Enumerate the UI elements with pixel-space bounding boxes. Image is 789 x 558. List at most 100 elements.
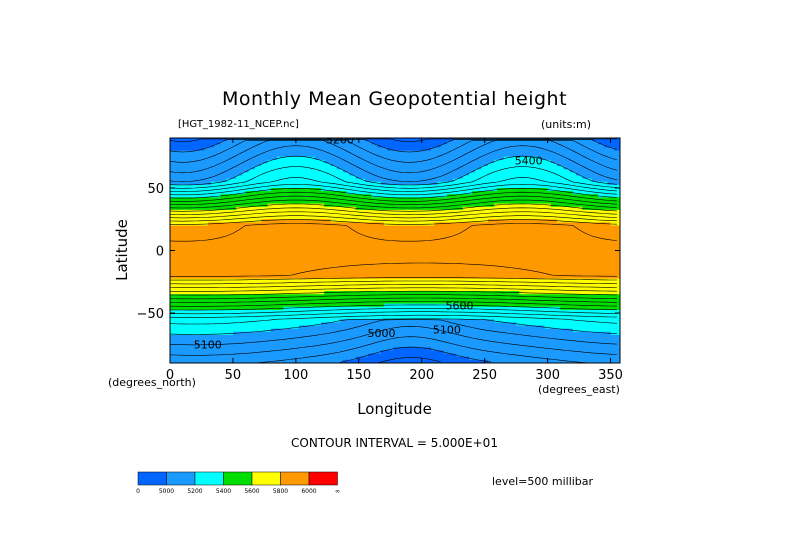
heatmap-cell xyxy=(572,163,577,167)
heatmap-cell xyxy=(204,225,209,230)
heatmap-cell xyxy=(560,231,564,236)
heatmap-cell xyxy=(582,203,586,208)
heatmap-cell xyxy=(399,163,404,167)
heatmap-cell xyxy=(607,175,611,180)
heatmap-cell xyxy=(223,206,228,211)
heatmap-cell xyxy=(365,147,369,151)
heatmap-cell xyxy=(355,191,360,195)
heatmap-cell xyxy=(421,197,426,201)
heatmap-cell xyxy=(585,178,589,183)
heatmap-cell xyxy=(220,200,224,205)
heatmap-cell xyxy=(251,244,256,248)
heatmap-cell xyxy=(497,219,501,223)
heatmap-cell xyxy=(516,147,520,151)
heatmap-cell xyxy=(478,203,482,208)
heatmap-cell xyxy=(239,209,243,214)
heatmap-cell xyxy=(317,225,322,230)
heatmap-cell xyxy=(188,144,193,148)
heatmap-cell xyxy=(204,163,209,167)
heatmap-cell xyxy=(261,178,265,183)
heatmap-cell xyxy=(365,244,369,248)
heatmap-cell xyxy=(305,169,309,173)
heatmap-cell xyxy=(330,188,335,192)
heatmap-cell xyxy=(610,169,615,173)
heatmap-cell xyxy=(453,184,457,189)
heatmap-cell xyxy=(188,203,193,208)
heatmap-cell xyxy=(295,200,300,205)
heatmap-cell xyxy=(607,241,611,245)
heatmap-cell xyxy=(239,203,243,208)
heatmap-cell xyxy=(176,238,180,242)
heatmap-cell xyxy=(453,169,457,173)
heatmap-cell xyxy=(182,172,187,176)
heatmap-cell xyxy=(170,225,174,230)
heatmap-cell xyxy=(516,238,520,242)
heatmap-cell xyxy=(497,241,501,245)
heatmap-cell xyxy=(302,200,306,205)
heatmap-cell xyxy=(192,153,196,158)
heatmap-cell xyxy=(232,156,237,161)
heatmap-cell xyxy=(226,213,231,217)
heatmap-cell xyxy=(550,188,555,192)
heatmap-cell xyxy=(538,222,542,226)
heatmap-cell xyxy=(462,241,467,245)
heatmap-cell xyxy=(390,241,394,245)
heatmap-cell xyxy=(220,191,224,195)
heatmap-cell xyxy=(421,153,426,158)
heatmap-cell xyxy=(459,238,464,242)
heatmap-cell xyxy=(462,141,467,145)
heatmap-cell xyxy=(497,200,501,205)
heatmap-cell xyxy=(446,141,451,145)
heatmap-cell xyxy=(607,159,611,164)
heatmap-cell xyxy=(428,181,432,186)
heatmap-cell xyxy=(597,184,602,189)
heatmap-cell xyxy=(601,203,605,208)
heatmap-cell xyxy=(475,234,479,239)
heatmap-cell xyxy=(541,163,545,167)
heatmap-cell xyxy=(273,163,278,167)
heatmap-cell xyxy=(585,219,589,223)
heatmap-cell xyxy=(453,163,457,167)
heatmap-cell xyxy=(245,219,250,223)
heatmap-cell xyxy=(179,234,183,239)
heatmap-cell xyxy=(396,156,401,161)
heatmap-cell xyxy=(201,175,206,180)
heatmap-cell xyxy=(380,203,385,208)
heatmap-cell xyxy=(604,163,608,167)
heatmap-cell xyxy=(192,209,196,214)
heatmap-cell xyxy=(355,184,360,189)
heatmap-cell xyxy=(399,188,404,192)
heatmap-cell xyxy=(355,166,360,170)
heatmap-cell xyxy=(226,159,231,164)
heatmap-cell xyxy=(336,203,341,208)
heatmap-cell xyxy=(594,200,599,205)
heatmap-cell xyxy=(431,241,435,245)
heatmap-cell xyxy=(229,213,234,217)
heatmap-cell xyxy=(352,181,357,186)
heatmap-cell xyxy=(412,188,416,192)
heatmap-cell xyxy=(519,156,523,161)
heatmap-cell xyxy=(396,169,401,173)
heatmap-cell xyxy=(525,184,530,189)
heatmap-cell xyxy=(324,175,328,180)
heatmap-cell xyxy=(582,200,586,205)
heatmap-cell xyxy=(393,213,397,217)
heatmap-cell xyxy=(220,159,224,164)
heatmap-cell xyxy=(305,172,309,176)
heatmap-cell xyxy=(588,159,593,164)
heatmap-cell xyxy=(229,181,234,186)
heatmap-cell xyxy=(443,150,448,155)
heatmap-cell xyxy=(406,197,410,201)
heatmap-cell xyxy=(355,200,360,205)
heatmap-cell xyxy=(333,206,338,211)
heatmap-cell xyxy=(610,219,615,223)
heatmap-cell xyxy=(273,244,278,248)
heatmap-cell xyxy=(170,209,174,214)
heatmap-cell xyxy=(440,163,445,167)
heatmap-cell xyxy=(588,216,593,220)
heatmap-cell xyxy=(333,213,338,217)
heatmap-cell xyxy=(472,244,476,248)
heatmap-cell xyxy=(358,238,363,242)
heatmap-cell xyxy=(258,216,262,220)
heatmap-cell xyxy=(358,209,363,214)
